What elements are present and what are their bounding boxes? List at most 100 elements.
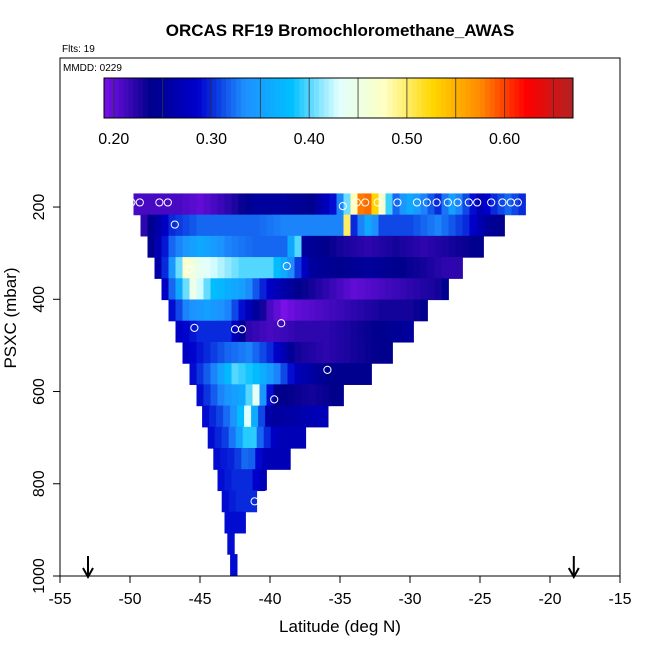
colorbar-segment <box>143 78 149 118</box>
latitude-arrows <box>82 556 580 580</box>
heatmap-cell <box>469 214 477 237</box>
colorbar-segment <box>299 78 305 118</box>
heatmap-cell <box>210 235 218 258</box>
heatmap-cell <box>336 341 344 364</box>
heatmap-cell <box>301 278 309 301</box>
heatmap-cell <box>252 363 260 385</box>
heatmap-cell <box>245 320 253 343</box>
heatmap-cell <box>238 278 246 301</box>
heatmap-cell <box>234 448 242 470</box>
heatmap-cell <box>336 257 344 279</box>
heatmap-cell <box>175 278 183 301</box>
sample-marker <box>170 220 179 229</box>
colorbar-segment <box>367 78 374 118</box>
x-tick-label: -15 <box>608 591 631 608</box>
heatmap-cell <box>249 490 258 513</box>
heatmap-cell <box>434 257 442 279</box>
heatmap-cell <box>252 384 260 407</box>
heatmap-cell <box>357 320 365 343</box>
sample-marker <box>263 490 272 499</box>
heatmap-cell <box>220 448 228 470</box>
heatmap-cell <box>280 193 288 216</box>
x-tick-label: -40 <box>258 591 281 608</box>
colorbar-segment <box>431 78 437 118</box>
heatmap-cell <box>196 341 204 364</box>
sample-marker <box>513 198 522 207</box>
heatmap-cell <box>357 341 365 364</box>
heatmap-cell <box>256 426 265 449</box>
colorbar-segment <box>191 78 198 118</box>
x-tick-label: -45 <box>188 591 211 608</box>
colorbar-segment <box>455 78 462 118</box>
heatmap-cell <box>259 384 267 407</box>
heatmap-cell <box>455 214 463 237</box>
colorbar-segment <box>519 78 525 118</box>
heatmap-cell <box>203 214 211 237</box>
heatmap-cell <box>308 299 316 322</box>
heatmap-cell <box>175 299 183 322</box>
heatmap-cell <box>441 278 449 301</box>
heatmap-cell <box>301 341 309 364</box>
heatmap-cell <box>350 235 358 258</box>
heatmap-cell <box>301 257 309 279</box>
heatmap-cell <box>392 320 400 343</box>
colorbar: 0.20 0.30 0.40 0.50 0.60 <box>98 77 574 148</box>
heatmap-cell <box>280 299 288 322</box>
heatmap-cell <box>154 214 162 237</box>
heatmap-cell <box>280 320 288 343</box>
colorbar-segment <box>328 78 335 118</box>
heatmap-cell <box>301 193 309 216</box>
heatmap-cell <box>294 278 302 301</box>
heatmap-cell <box>287 278 295 301</box>
sample-marker <box>487 198 496 207</box>
colorbar-segment <box>348 78 354 118</box>
colorbar-segment <box>382 78 388 118</box>
colorbar-segment <box>480 78 486 118</box>
colorbar-segment <box>529 78 535 118</box>
heatmap-cell <box>448 257 456 279</box>
heatmap-cell <box>252 214 260 237</box>
heatmap-cell <box>280 257 288 279</box>
colorbar-tick-label: 0.30 <box>196 131 227 148</box>
heatmap-cell <box>161 193 169 216</box>
heatmap-cell <box>238 511 246 534</box>
colorbar-segment <box>206 78 212 118</box>
heatmap-cell <box>168 299 176 322</box>
colorbar-tick-label: 0.20 <box>98 131 129 148</box>
heatmap-cell <box>462 193 470 216</box>
heatmap-cell <box>357 235 365 258</box>
heatmap-cell <box>392 235 400 258</box>
heatmap-cell <box>336 193 344 216</box>
heatmap-cell <box>266 299 274 322</box>
x-axis-label: Latitude (deg N) <box>279 617 401 636</box>
heatmap-cell <box>241 448 249 470</box>
colorbar-segment <box>538 78 545 118</box>
heatmap-cell <box>252 278 260 301</box>
heatmap-cell <box>469 193 477 216</box>
heatmap-cell <box>518 193 526 216</box>
colorbar-segment <box>333 78 339 118</box>
heatmap-cell <box>175 320 183 343</box>
heatmap-cell <box>237 405 245 428</box>
heatmap-cell <box>315 235 323 258</box>
colorbar-segment <box>196 78 203 118</box>
heatmap-cell <box>420 278 428 301</box>
heatmap-cell <box>294 320 302 343</box>
heatmap-cell <box>231 511 239 534</box>
heatmap-cell <box>258 405 266 428</box>
heatmap-cell <box>161 235 169 258</box>
heatmap-cell <box>322 193 330 216</box>
heatmap-cell <box>182 341 190 364</box>
heatmap-cell <box>420 193 428 216</box>
colorbar-segment <box>270 78 276 118</box>
y-axis-label: PSXC (mbar) <box>1 267 20 368</box>
heatmap-cell <box>217 299 225 322</box>
sample-marker <box>422 198 431 207</box>
flights-annotation: Flts: 19 <box>62 44 95 55</box>
colorbar-segment <box>157 78 164 118</box>
heatmap-cell <box>385 257 393 279</box>
heatmap-cell <box>140 214 148 237</box>
heatmap-cell <box>276 448 284 470</box>
heatmap-cell <box>189 214 197 237</box>
heatmap-cell <box>168 278 176 301</box>
